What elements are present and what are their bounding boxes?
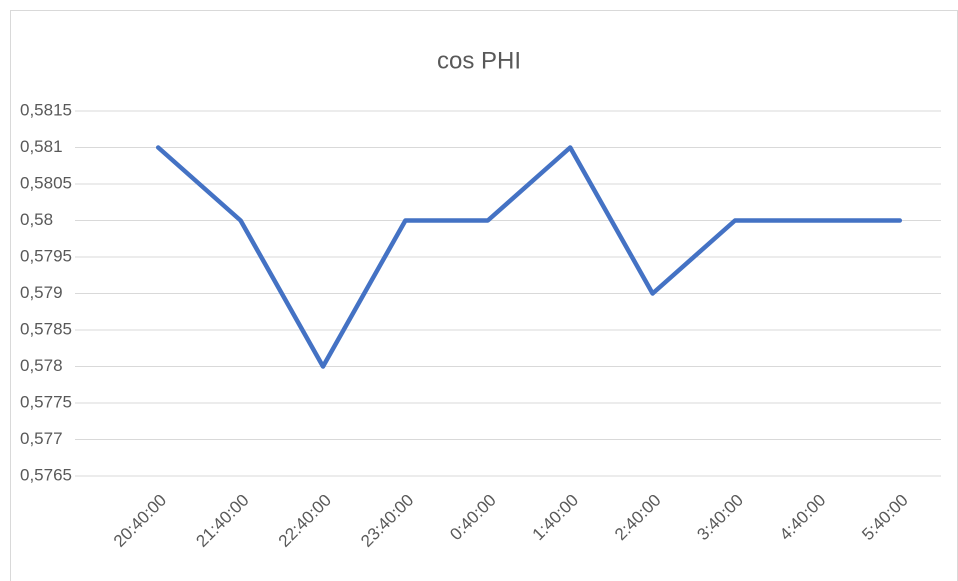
y-tick-label: 0,577: [20, 429, 63, 448]
chart-title: cos PHI: [437, 47, 521, 74]
y-tick-label: 0,581: [20, 137, 63, 156]
data-line: [155, 145, 903, 369]
y-tick-label: 0,579: [20, 283, 63, 302]
y-tick-label: 0,5785: [20, 319, 72, 338]
y-tick-label: 0,58: [20, 210, 53, 229]
y-tick-label: 0,5765: [20, 465, 72, 484]
y-tick-label: 0,5805: [20, 173, 72, 192]
y-tick-label: 0,578: [20, 356, 63, 375]
y-tick-label: 0,5815: [20, 100, 72, 119]
chart-border: [10, 10, 958, 581]
y-tick-label: 0,5795: [20, 246, 72, 265]
y-tick-label: 0,5775: [20, 392, 72, 411]
